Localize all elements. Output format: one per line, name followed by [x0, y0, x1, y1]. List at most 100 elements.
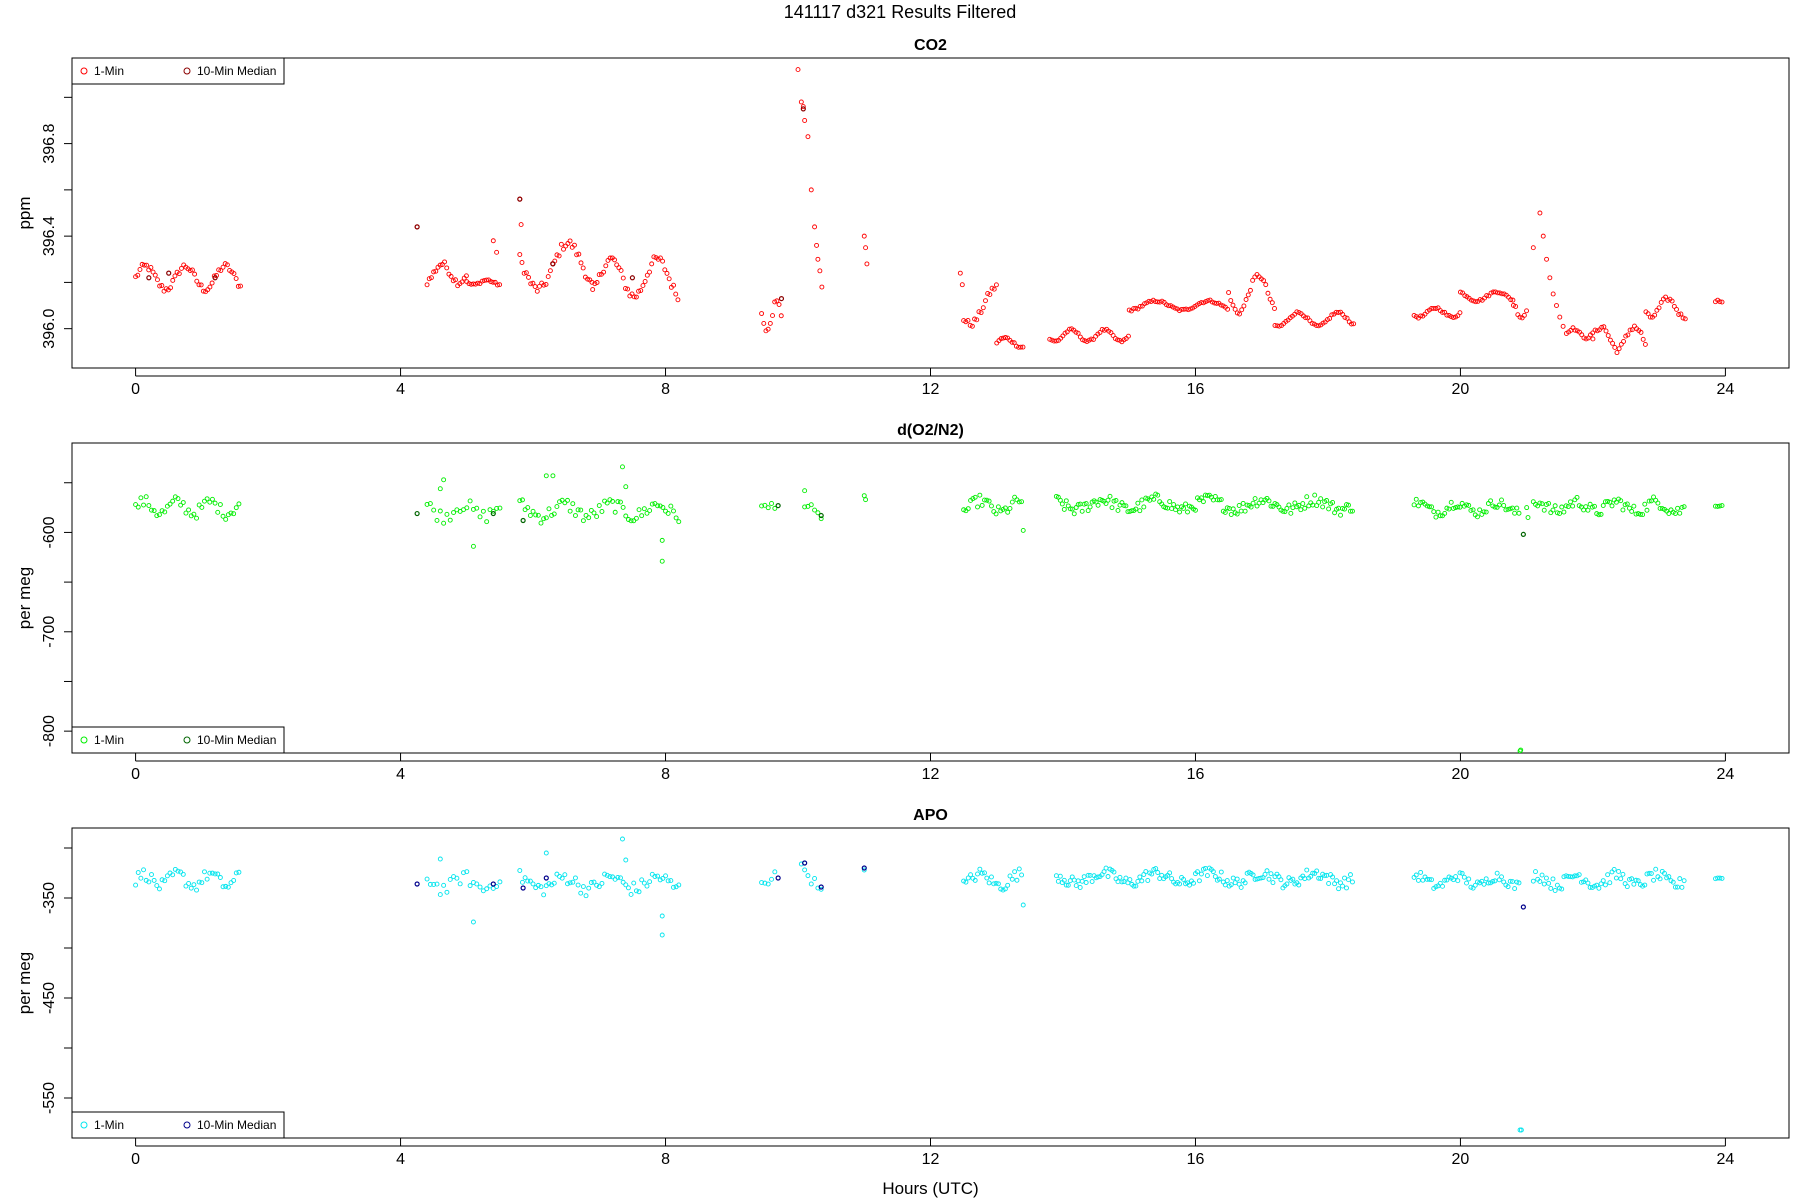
one-min-point	[1448, 499, 1454, 505]
one-min-point	[1085, 872, 1091, 878]
x-tick-label: 20	[1452, 381, 1470, 398]
one-min-point	[135, 504, 141, 510]
one-min-point	[480, 508, 486, 514]
one-min-point	[183, 510, 189, 516]
one-min-point	[1631, 503, 1637, 509]
one-min-point	[543, 850, 549, 856]
one-min-point	[625, 286, 631, 292]
one-min-point	[1440, 309, 1445, 315]
one-min-point	[212, 871, 218, 877]
one-min-point	[1193, 507, 1198, 513]
one-min-point	[1111, 869, 1117, 875]
one-min-point	[759, 311, 765, 316]
one-min-point	[1139, 497, 1145, 503]
one-min-point	[1518, 1127, 1524, 1133]
one-min-point	[1296, 502, 1302, 508]
one-min-point	[628, 518, 634, 524]
one-min-point	[1245, 292, 1251, 298]
one-min-point	[431, 507, 437, 513]
one-min-point	[541, 516, 547, 522]
one-min-point	[1216, 876, 1222, 882]
one-min-point	[1302, 505, 1308, 511]
one-min-point	[1230, 302, 1236, 308]
one-min-point	[596, 503, 602, 508]
one-min-point	[812, 876, 818, 881]
one-min-point	[861, 867, 867, 873]
one-min-point	[1455, 504, 1461, 510]
one-min-point	[977, 866, 983, 872]
one-min-point	[207, 870, 213, 876]
one-min-point	[800, 104, 806, 110]
one-min-point	[961, 878, 967, 884]
one-min-point	[808, 502, 814, 508]
one-min-point	[972, 494, 978, 500]
one-min-point	[1413, 496, 1419, 502]
one-min-point	[1077, 885, 1083, 890]
one-min-point	[517, 868, 523, 873]
one-min-point	[980, 305, 986, 311]
one-min-point	[1719, 503, 1725, 509]
one-min-point	[1457, 289, 1463, 295]
median-point	[520, 517, 526, 524]
one-min-point	[1335, 310, 1341, 315]
one-min-point	[1105, 874, 1111, 879]
one-min-point	[1499, 497, 1504, 503]
one-min-point	[557, 499, 562, 505]
one-min-point	[1585, 880, 1591, 886]
one-min-point	[1669, 298, 1675, 304]
one-min-point	[1075, 330, 1081, 336]
one-min-point	[1016, 866, 1022, 872]
one-min-point	[530, 280, 536, 286]
one-min-point	[497, 282, 503, 288]
plot-frame	[71, 442, 1790, 754]
one-min-point	[1146, 298, 1152, 304]
x-tick-label: 0	[131, 766, 140, 783]
one-min-point	[1663, 294, 1669, 300]
one-min-point	[1350, 508, 1355, 514]
one-min-point	[1633, 877, 1639, 883]
one-min-point	[207, 284, 213, 290]
x-tick-label: 12	[922, 381, 940, 398]
one-min-point	[1468, 297, 1474, 303]
x-tick-label: 4	[396, 381, 405, 398]
one-min-point	[1071, 877, 1077, 883]
one-min-point	[1290, 505, 1296, 511]
one-min-point	[1075, 502, 1081, 507]
one-min-point	[1177, 509, 1183, 515]
one-min-point	[519, 497, 525, 503]
one-min-point	[212, 500, 218, 506]
one-min-point	[571, 242, 577, 248]
one-min-point	[550, 473, 556, 479]
one-min-point	[467, 883, 473, 889]
legend-label-median: 10-Min Median	[197, 1118, 276, 1132]
one-min-point	[1413, 872, 1419, 878]
one-min-point	[565, 241, 571, 246]
one-min-point	[1450, 505, 1456, 511]
one-min-point	[1662, 870, 1667, 876]
one-min-point	[616, 265, 622, 271]
one-min-point	[1659, 506, 1665, 512]
one-min-point	[141, 262, 147, 268]
one-min-point	[534, 288, 540, 294]
one-min-point	[1115, 337, 1120, 343]
one-min-point	[1494, 870, 1500, 876]
one-min-point	[1537, 500, 1543, 506]
legend-box	[71, 726, 285, 754]
one-min-point	[1468, 507, 1474, 513]
x-tick-label: 20	[1452, 1151, 1470, 1168]
one-min-point	[200, 288, 206, 294]
one-min-point	[1561, 509, 1567, 515]
one-min-point	[604, 500, 610, 506]
one-min-point	[149, 872, 154, 877]
one-min-point	[1554, 510, 1560, 516]
one-min-point	[1524, 308, 1529, 314]
one-min-point	[1135, 878, 1141, 884]
one-min-point	[494, 249, 500, 255]
one-min-point	[217, 875, 223, 880]
one-min-point	[978, 310, 984, 316]
one-min-point	[1624, 501, 1630, 507]
one-min-point	[204, 876, 210, 882]
one-min-point	[538, 520, 544, 526]
one-min-point	[1616, 346, 1622, 352]
one-min-point	[144, 262, 149, 268]
